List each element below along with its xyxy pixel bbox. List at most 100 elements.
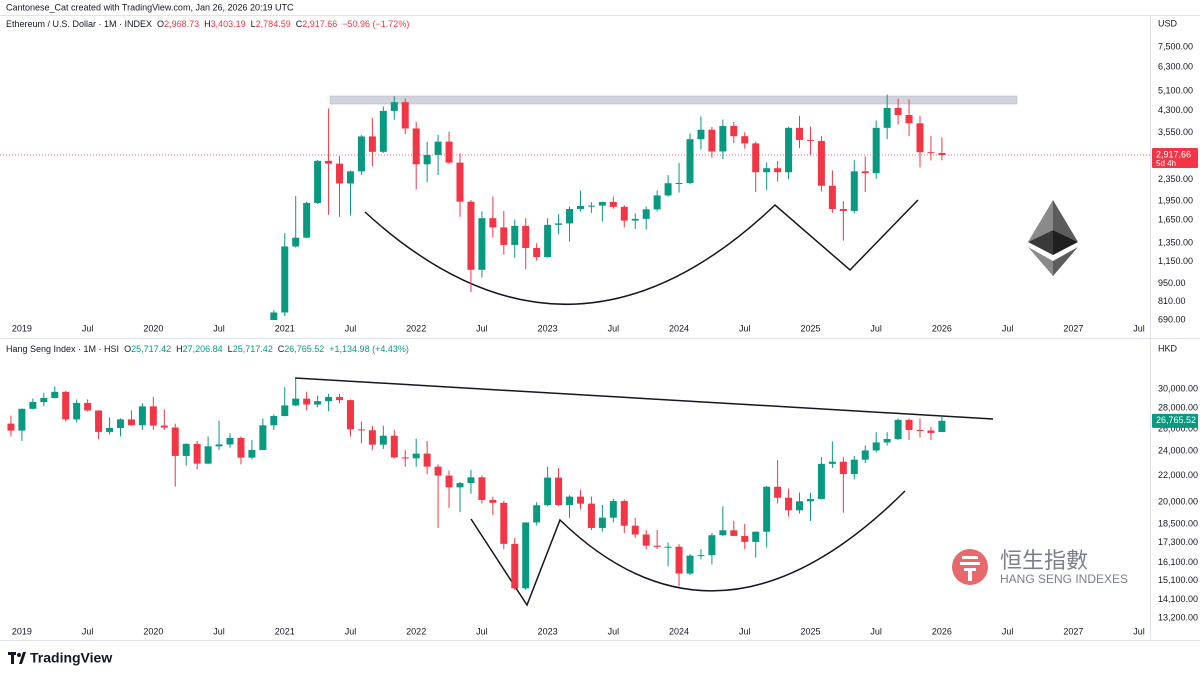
candle-body [796,501,804,511]
candle-body [314,401,322,405]
candle-body [598,202,606,206]
x-tick-label: 2023 [538,323,558,333]
candle-body [533,505,541,523]
x-tick-label: Jul [345,323,357,333]
legend: Hang Seng Index · 1M · HSI O25,717.42 H27,… [6,344,409,354]
legend-value: 2,784.59 [256,19,291,29]
x-tick-label: Jul [82,323,94,333]
candle-body [511,225,519,245]
candle-body [850,171,858,211]
candle-body [872,442,880,451]
candle-body [576,496,584,504]
x-tick-label: 2022 [406,626,426,636]
candle-body [270,416,278,426]
currency: HKD [1158,343,1178,353]
candle-body [127,419,135,426]
candle-body [555,223,563,225]
logo-text: 恒生指數 [1000,548,1088,573]
candle-body [872,127,880,174]
candle-body [774,486,782,498]
legend-key: C [296,19,303,29]
candle-body [303,398,311,405]
candle-body [653,195,661,210]
candle-body [730,530,738,536]
y-tick-label: 1,950.00 [1158,196,1193,206]
trend-line [294,377,994,420]
candle-body [576,205,584,210]
candle-body [566,496,574,506]
candle-body [828,461,836,464]
candle-body [434,141,442,155]
candle-body [478,218,486,270]
candle-body [379,435,387,445]
candle-body [730,126,738,137]
attribution: Cantonese_Cat created with TradingView.c… [6,2,294,12]
candle-body [697,555,705,557]
candle-body [675,546,683,574]
y-tick-label: 950.00 [1158,278,1186,288]
y-tick-label: 7,500.00 [1158,41,1193,51]
x-tick-label: 2019 [12,626,32,636]
legend-key: C [278,344,285,354]
legend-change: +1,134.98 (+4.43%) [329,344,409,354]
legend-key: L [228,344,233,354]
candle-body [522,225,530,248]
candle-body [883,108,891,128]
candle-body [620,206,628,221]
candle-body [609,501,617,518]
candle-body [763,486,771,532]
candle-body [752,143,760,173]
candle-body [40,397,48,403]
legend-value: 25,717.42 [233,344,273,354]
y-tick-label: 17,300.00 [1158,537,1198,547]
candle-body [620,501,628,526]
price-label: 2,917.66 [1156,149,1191,159]
candle-body [631,218,639,221]
legend-value: 3,403.19 [211,19,246,29]
candle-body [511,543,519,589]
x-tick-label: 2027 [1063,626,1083,636]
x-tick-label: Jul [739,323,751,333]
candle-body [938,153,946,156]
candle-body [467,477,475,484]
legend-key: L [251,19,256,29]
y-tick-label: 810.00 [1158,296,1186,306]
x-tick-label: 2022 [406,323,426,333]
x-tick-label: Jul [476,323,488,333]
candle-body [817,463,825,500]
price-badge [1152,148,1198,169]
candle-body [7,423,15,431]
candle-body [828,185,836,210]
x-tick-label: 2025 [800,626,820,636]
candle-body [806,499,814,502]
x-tick-label: Jul [1002,626,1014,636]
legend-key: H [204,19,211,29]
x-tick-label: Jul [213,626,225,636]
brand: TradingView [30,650,112,666]
y-tick-label: 4,300.00 [1158,105,1193,115]
candle-body [478,477,486,500]
candle-body [106,427,114,432]
hsi-logo: 恒生指數 HANG SENG INDEXES [952,548,1128,586]
candle-body [785,127,793,173]
x-tick-label: Jul [213,323,225,333]
legend-value: 2,968.73 [164,19,199,29]
candle-body [785,497,793,511]
x-tick-label: 2025 [800,323,820,333]
candle-body [938,420,946,432]
legend-value: 25,717.42 [131,344,171,354]
candle-body [555,477,563,506]
candle-body [368,136,376,152]
price-badge [1152,413,1198,428]
candle-body [412,453,420,459]
candle-body [248,450,256,458]
x-tick-label: Jul [345,626,357,636]
y-tick-label: 22,000.00 [1158,470,1198,480]
candle-body [303,202,311,238]
y-tick-label: 1,150.00 [1158,256,1193,266]
candle-body [336,397,344,401]
x-tick-label: 2026 [932,323,952,333]
candle-body [401,102,409,129]
candle-body [741,136,749,144]
candle-body [368,430,376,445]
